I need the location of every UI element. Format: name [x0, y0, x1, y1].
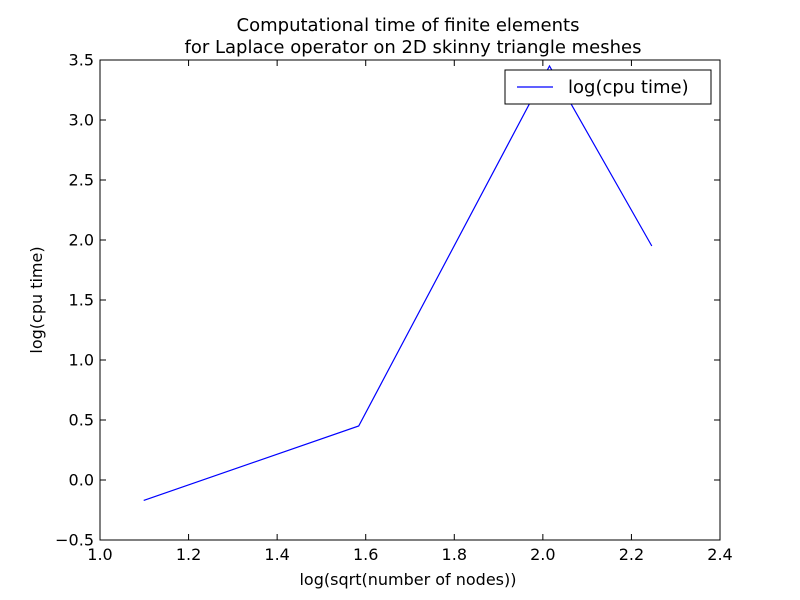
x-tick-label: 1.4 [264, 545, 289, 564]
x-tick-label: 2.0 [530, 545, 555, 564]
y-tick-label: 0.5 [69, 411, 94, 430]
y-tick-label: 3.0 [69, 111, 94, 130]
chart-title-line-2: for Laplace operator on 2D skinny triang… [185, 37, 642, 58]
y-tick-label: 2.5 [69, 171, 94, 190]
y-tick-label: 1.0 [69, 351, 94, 370]
x-tick-label: 1.6 [353, 545, 378, 564]
axes-frame [99, 59, 721, 541]
y-tick-label: −0.5 [55, 531, 94, 550]
x-tick-label: 1.2 [176, 545, 201, 564]
y-axis-label: log(cpu time) [27, 246, 46, 353]
x-tick-label: 1.8 [442, 545, 467, 564]
plot-area: 1.0 1.2 1.4 1.6 1.8 2.0 2.2 2.4 −0.5 0.0 0.5 1.0 1.5… [55, 51, 733, 565]
x-tick-label: 2.2 [619, 545, 644, 564]
x-tick-label: 1.0 [87, 545, 112, 564]
y-tick-label: 2.0 [69, 231, 94, 250]
y-tick-label: 1.5 [69, 291, 94, 310]
x-axis-label: log(sqrt(number of nodes)) [299, 570, 516, 589]
series-line-0 [143, 64, 653, 501]
legend-label-0: log(cpu time) [568, 77, 689, 98]
chart-title-line-1: Computational time of finite elements [237, 15, 580, 36]
y-tick-label: 0.0 [69, 471, 94, 490]
y-tick-label: 3.5 [69, 51, 94, 70]
x-tick-label: 2.4 [707, 545, 732, 564]
